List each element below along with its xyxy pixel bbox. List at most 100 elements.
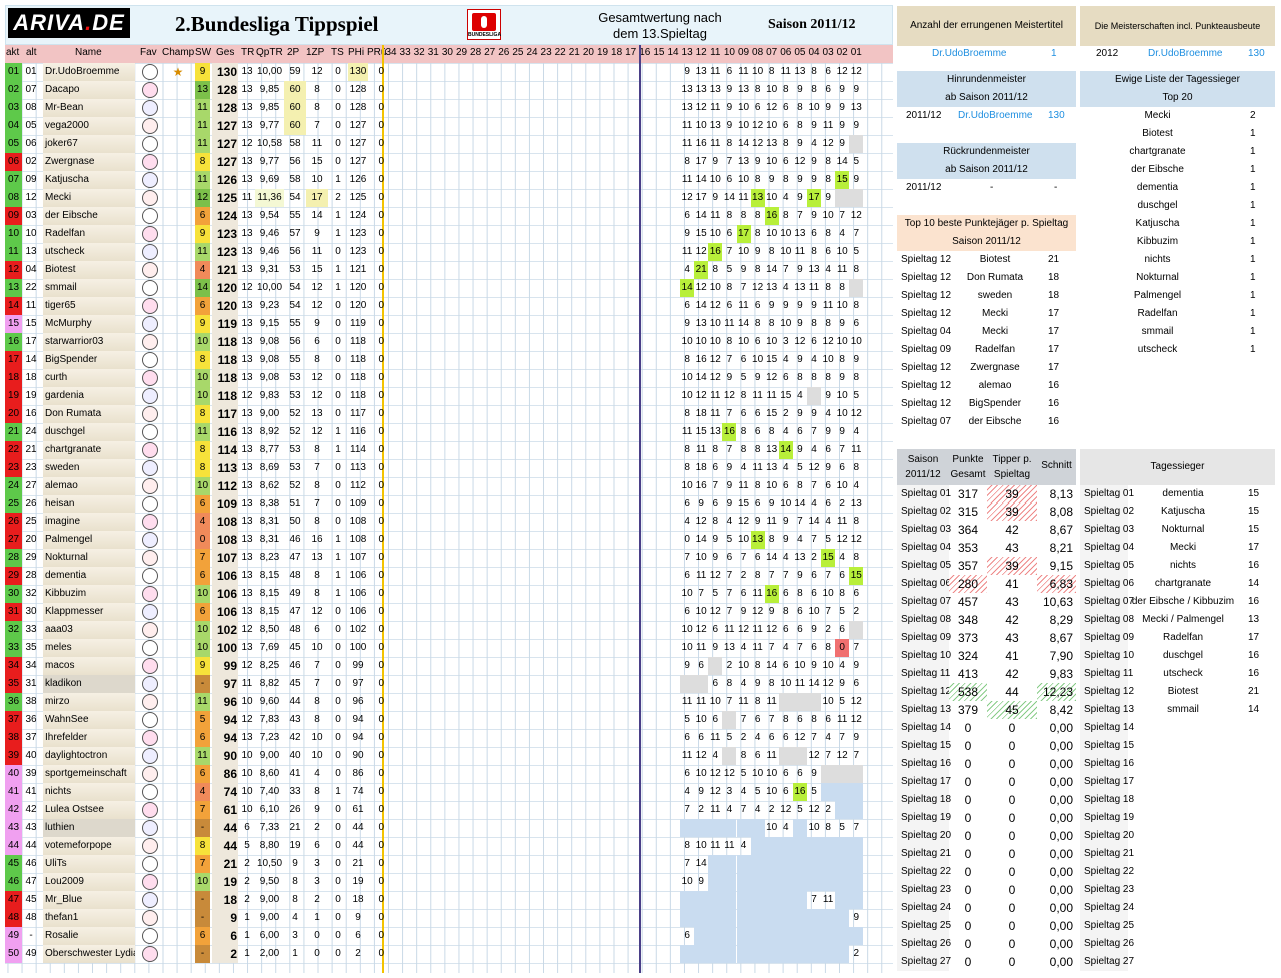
meisterschaften-name[interactable]: Dr.UdoBroemme [1148,48,1223,59]
player-name[interactable]: Katjuscha [43,171,135,189]
player-name[interactable]: utscheck [43,243,135,261]
table-row[interactable]: 08 12 Mecki 12 125 11 11,36 54 17 2 125 0 12 17 9 14 11 1… [5,189,893,207]
table-row[interactable]: 43 43 luthien -44 6 7,33 21 2 0 44 0 10 4 10 8 5 7 [5,819,893,837]
table-row[interactable]: 23 23 sweden 8 113 13 8,69 53 7 0 113 0 8 18 6 9 4 11 13 4 5… [5,459,893,477]
player-name[interactable]: Klappmesser [43,603,135,621]
table-row[interactable]: 04 05 vega2000 11 127 13 9,77 60 7 0 127 0 11 10 13 9 10… [5,117,893,135]
table-row[interactable]: 17 14 BigSpender 8 118 13 9,08 55 8 0 118 0 8 16 12 7 6 1… [5,351,893,369]
table-row[interactable]: 45 46 UliTs 7 21 2 10,50 9 3 0 21 0 7 14 [5,855,893,873]
player-name[interactable]: Oberschwester Lydia [43,945,135,963]
player-name[interactable]: Palmengel [43,531,135,549]
player-name[interactable]: sportgemeinschaft [43,765,135,783]
table-row[interactable]: 32 33 aaa03 10 102 12 8,50 48 6 0 102 0 10 12 6 11 12 11 1… [5,621,893,639]
player-name[interactable]: curth [43,369,135,387]
table-row[interactable]: 18 18 curth 10 118 13 9,08 53 12 0 118 0 10 14 12 9 5 9 12… [5,369,893,387]
table-row[interactable]: 14 11 tiger65 6 120 13 9,23 54 12 0 120 0 6 14 12 6 11 6 9… [5,297,893,315]
player-name[interactable]: macos [43,657,135,675]
player-name[interactable]: kladikon [43,675,135,693]
table-row[interactable]: 11 13 utscheck 11 123 13 9,46 56 11 0 123 0 11 12 16 7 1… [5,243,893,261]
table-row[interactable]: 20 16 Don Rumata 8 117 13 9,00 52 13 0 117 0 8 18 11 7 6… [5,405,893,423]
table-row[interactable]: 16 17 starwarrior03 10 118 13 9,08 56 6 0 118 0 10 10… [5,333,893,351]
table-row[interactable]: 31 30 Klappmesser 6 106 13 8,15 47 12 0 106 0 6 10 12 7… [5,603,893,621]
table-row[interactable]: 48 48 thefan1-9 1 9,00 4 1 0 9 0 9 [5,909,893,927]
player-name[interactable]: nichts [43,783,135,801]
player-name[interactable]: Ihrefelder [43,729,135,747]
player-name[interactable]: McMurphy [43,315,135,333]
player-name[interactable]: thefan1 [43,909,135,927]
player-name[interactable]: Biotest [43,261,135,279]
table-row[interactable]: 19 19 gardenia 10 118 12 9,83 53 12 0 118 0 10 12 11 12… [5,387,893,405]
player-name[interactable]: Dr.UdoBroemme [43,63,135,81]
ariva-logo[interactable]: ARIVA.DE [8,8,130,38]
player-name[interactable]: duschgel [43,423,135,441]
player-name[interactable]: Nokturnal [43,549,135,567]
table-row[interactable]: 06 02 Zwergnase 8 127 13 9,77 56 15 0 127 0 8 17 9 7 13 9… [5,153,893,171]
table-row[interactable]: 44 44 votemeforpope 8 44 5 8,80 19 6 0 44 0 8 10 11 11 4 [5,837,893,855]
player-name[interactable]: der Eibsche [43,207,135,225]
player-name[interactable]: daylightoctron [43,747,135,765]
table-row[interactable]: 35 31 kladikon -97 11 8,82 45 7 0 97 0 6 8 4 9 8 10 11 14 1… [5,675,893,693]
table-row[interactable]: 29 28 dementia 6 106 13 8,15 48 8 1 106 0 6 11 12 7 2 8 7 7… [5,567,893,585]
table-row[interactable]: 37 36 WahnSee 5 94 12 7,83 43 8 0 94 0 5 10 6 7 6 7 8 6 8 6 11… [5,711,893,729]
table-row[interactable]: 07 09 Katjuscha 11 126 13 9,69 58 10 1 126 0 11 14 10 6… [5,171,893,189]
table-row[interactable]: 46 47 Lou2009 10 19 2 9,50 8 3 0 19 0 10 9 [5,873,893,891]
player-name[interactable]: starwarrior03 [43,333,135,351]
table-row[interactable]: 22 21 chartgranate 8 114 13 8,77 53 8 1 114 0 8 11 8 7 8… [5,441,893,459]
table-row[interactable]: 28 29 Nokturnal 7 107 13 8,23 47 13 1 107 0 7 10 9 6 7 6 1… [5,549,893,567]
player-name[interactable]: Dacapo [43,81,135,99]
player-name[interactable]: Mecki [43,189,135,207]
player-name[interactable]: luthien [43,819,135,837]
table-row[interactable]: 25 26 heisan 6 109 13 8,38 51 7 0 109 0 6 9 6 9 15 6 9 10 14… [5,495,893,513]
player-name[interactable]: alemao [43,477,135,495]
player-name[interactable]: dementia [43,567,135,585]
player-name[interactable]: Lulea Ostsee [43,801,135,819]
player-name[interactable]: Don Rumata [43,405,135,423]
player-name[interactable]: votemeforpope [43,837,135,855]
player-name[interactable]: Rosalie [43,927,135,945]
table-row[interactable]: 10 10 Radelfan 9 123 13 9,46 57 9 1 123 0 9 15 10 6 17 8 1… [5,225,893,243]
table-row[interactable]: 09 03 der Eibsche 6 124 13 9,54 55 14 1 124 0 6 14 11 8… [5,207,893,225]
table-row[interactable]: 26 25 imagine 4 108 13 8,31 50 8 0 108 0 4 12 8 4 12 9 11 9… [5,513,893,531]
player-name[interactable]: Kibbuzim [43,585,135,603]
table-row[interactable]: 01 01 Dr.UdoBroemme ★ 9 130 13 10,00 59 12 0 130 0 9 1… [5,63,893,81]
player-name[interactable]: WahnSee [43,711,135,729]
player-name[interactable]: smmail [43,279,135,297]
table-row[interactable]: 41 41 nichts 4 74 10 7,40 33 8 1 74 0 4 9 12 3 4 5 10 6 16 5 [5,783,893,801]
player-name[interactable]: BigSpender [43,351,135,369]
table-row[interactable]: 13 22 smmail 14 120 12 10,00 54 12 1 120 0 14 12 10 8 7 1… [5,279,893,297]
table-row[interactable]: 02 07 Dacapo 13 128 13 9,85 60 8 0 128 0 13 13 13 9 13 8 1… [5,81,893,99]
table-row[interactable]: 49- Rosalie 6 6 1 6,00 3 0 0 6 0 6 [5,927,893,945]
table-row[interactable]: 34 34 macos 9 99 12 8,25 46 7 0 99 0 9 6 2 10 8 14 6 10 9 10 4… [5,657,893,675]
player-name[interactable]: Zwergnase [43,153,135,171]
table-row[interactable]: 21 24 duschgel 11 116 13 8,92 52 12 1 116 0 11 15 13 16… [5,423,893,441]
player-name[interactable]: aaa03 [43,621,135,639]
table-row[interactable]: 05 06 joker67 11 127 12 10,58 58 11 0 127 0 11 16 11 8 1… [5,135,893,153]
player-name[interactable]: gardenia [43,387,135,405]
player-name[interactable]: imagine [43,513,135,531]
player-name[interactable]: joker67 [43,135,135,153]
table-row[interactable]: 33 35 meles 10 100 13 7,69 45 10 0 100 0 10 11 9 13 4 11 7… [5,639,893,657]
player-name[interactable]: heisan [43,495,135,513]
player-name[interactable]: Mr_Blue [43,891,135,909]
table-row[interactable]: 36 38 mirzo 11 96 10 9,60 44 8 0 96 0 11 11 10 7 11 8 11 10… [5,693,893,711]
player-name[interactable]: UliTs [43,855,135,873]
player-name[interactable]: meles [43,639,135,657]
table-row[interactable]: 15 15 McMurphy 9 119 13 9,15 55 9 0 119 0 9 13 10 11 14 8… [5,315,893,333]
table-row[interactable]: 27 20 Palmengel 0 108 13 8,31 46 16 1 108 0 0 14 9 5 10 1… [5,531,893,549]
player-name[interactable]: Radelfan [43,225,135,243]
player-name[interactable]: vega2000 [43,117,135,135]
table-row[interactable]: 42 42 Lulea Ostsee 7 61 10 6,10 26 9 0 61 0 7 2 11 4 7 4 2… [5,801,893,819]
table-row[interactable]: 12 04 Biotest 4 121 13 9,31 53 15 1 121 0 4 21 8 5 9 8 14 7… [5,261,893,279]
player-name[interactable]: mirzo [43,693,135,711]
player-name[interactable]: sweden [43,459,135,477]
player-name[interactable]: tiger65 [43,297,135,315]
player-name[interactable]: chartgranate [43,441,135,459]
meistertitel-name[interactable]: Dr.UdoBroemme [932,48,1007,59]
table-row[interactable]: 38 37 Ihrefelder 6 94 13 7,23 42 10 0 94 0 6 6 11 5 2 4 6 6… [5,729,893,747]
table-row[interactable]: 30 32 Kibbuzim 10 106 13 8,15 49 8 1 106 0 10 7 5 7 6 11 1… [5,585,893,603]
table-row[interactable]: 50 49 Oberschwester Lydia -2 1 2,00 1 0 0 2 0 2 [5,945,893,963]
player-name[interactable]: Mr-Bean [43,99,135,117]
player-name[interactable]: Lou2009 [43,873,135,891]
table-row[interactable]: 47 45 Mr_Blue -18 2 9,00 8 2 0 18 0 7 11 [5,891,893,909]
hinrunde-name[interactable]: Dr.UdoBroemme [958,110,1033,121]
